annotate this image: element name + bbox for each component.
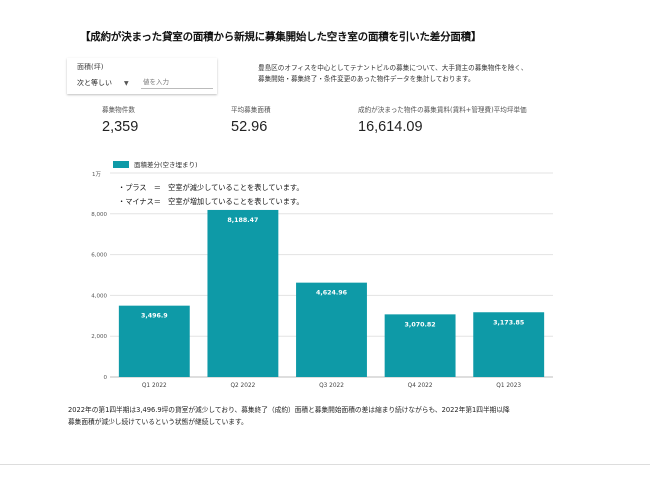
y-tick-label: 6,000: [91, 253, 107, 259]
data-label: 8,188.47: [227, 217, 258, 224]
metric-label: 募集物件数: [102, 106, 135, 114]
description-line: 募集開始・募集終了・条件変更のあった物件データを集計しております。: [258, 75, 475, 83]
metric-value: 2,359: [102, 119, 139, 135]
area-filter: 面積(坪) 次と等しい ▼: [67, 58, 217, 94]
data-label: 3,173.85: [493, 319, 524, 326]
note-minus: ・マイナス＝ 空室が増加していることを表しています。: [118, 197, 304, 206]
x-tick-label: Q2 2022: [230, 383, 255, 389]
chart-caption: 2022年の第1四半期は3,496.9坪の貸室が減少しており、募集終了（成約）面…: [68, 404, 588, 428]
filter-operator-select[interactable]: 次と等しい ▼: [77, 78, 129, 88]
bar: [207, 209, 279, 377]
y-tick-label: 0: [104, 375, 108, 381]
metric-label: 成約が決まった物件の募集賃料(賃料+管理費)平均坪単価: [358, 106, 527, 114]
metric-value: 16,614.09: [358, 119, 423, 135]
data-label: 3,070.82: [405, 321, 436, 328]
x-tick-label: Q3 2022: [319, 383, 344, 389]
y-tick-label: 2,000: [91, 334, 107, 340]
caption-line: 2022年の第1四半期は3,496.9坪の貸室が減少しており、募集終了（成約）面…: [68, 406, 510, 414]
metric-average-unit-price: 成約が決まった物件の募集賃料(賃料+管理費)平均坪単価 16,614.09: [358, 104, 527, 135]
x-tick-label: Q1 2022: [142, 383, 167, 389]
page-title: 【成約が決まった貸室の面積から新規に募集開始した空き室の面積を引いた差分面積】: [80, 31, 482, 43]
filter-label: 面積(坪): [77, 63, 104, 71]
legend-label: 面積差分(空き埋まり): [134, 161, 198, 169]
bar: [384, 314, 456, 377]
data-label: 4,624.96: [316, 290, 348, 297]
description: 豊島区のオフィスを中心としてテナントビルの募集について、大手貸主の募集物件を除く…: [258, 63, 588, 85]
legend-swatch: [113, 160, 129, 168]
y-tick-label: 8,000: [91, 212, 107, 218]
chart-legend: 面積差分(空き埋まり): [113, 159, 198, 169]
metric-listing-count: 募集物件数 2,359: [102, 104, 138, 135]
x-tick-label: Q1 2023: [496, 383, 521, 389]
note-plus: ・プラス ＝ 空室が減少していることを表しています。: [118, 183, 304, 192]
chevron-down-icon: ▼: [124, 79, 129, 87]
data-label: 3,496.9: [141, 313, 168, 320]
bar: [118, 305, 190, 377]
y-tick-label: 4,000: [91, 293, 107, 299]
metric-value: 52.96: [231, 119, 268, 135]
metric-average-area: 平均募集面積 52.96: [231, 104, 271, 135]
metric-label: 平均募集面積: [231, 106, 271, 114]
divider: [0, 464, 650, 465]
bar: [296, 282, 367, 377]
y-axis-unit-label: 1万: [92, 172, 101, 178]
filter-value-input[interactable]: [141, 75, 213, 89]
bar: [473, 312, 545, 377]
filter-operator-value: 次と等しい: [77, 79, 112, 87]
description-line: 豊島区のオフィスを中心としてテナントビルの募集について、大手貸主の募集物件を除く…: [258, 64, 528, 72]
caption-line: 募集面積が減少し続けているという状態が継続しています。: [68, 418, 248, 426]
x-tick-label: Q4 2022: [408, 383, 433, 389]
